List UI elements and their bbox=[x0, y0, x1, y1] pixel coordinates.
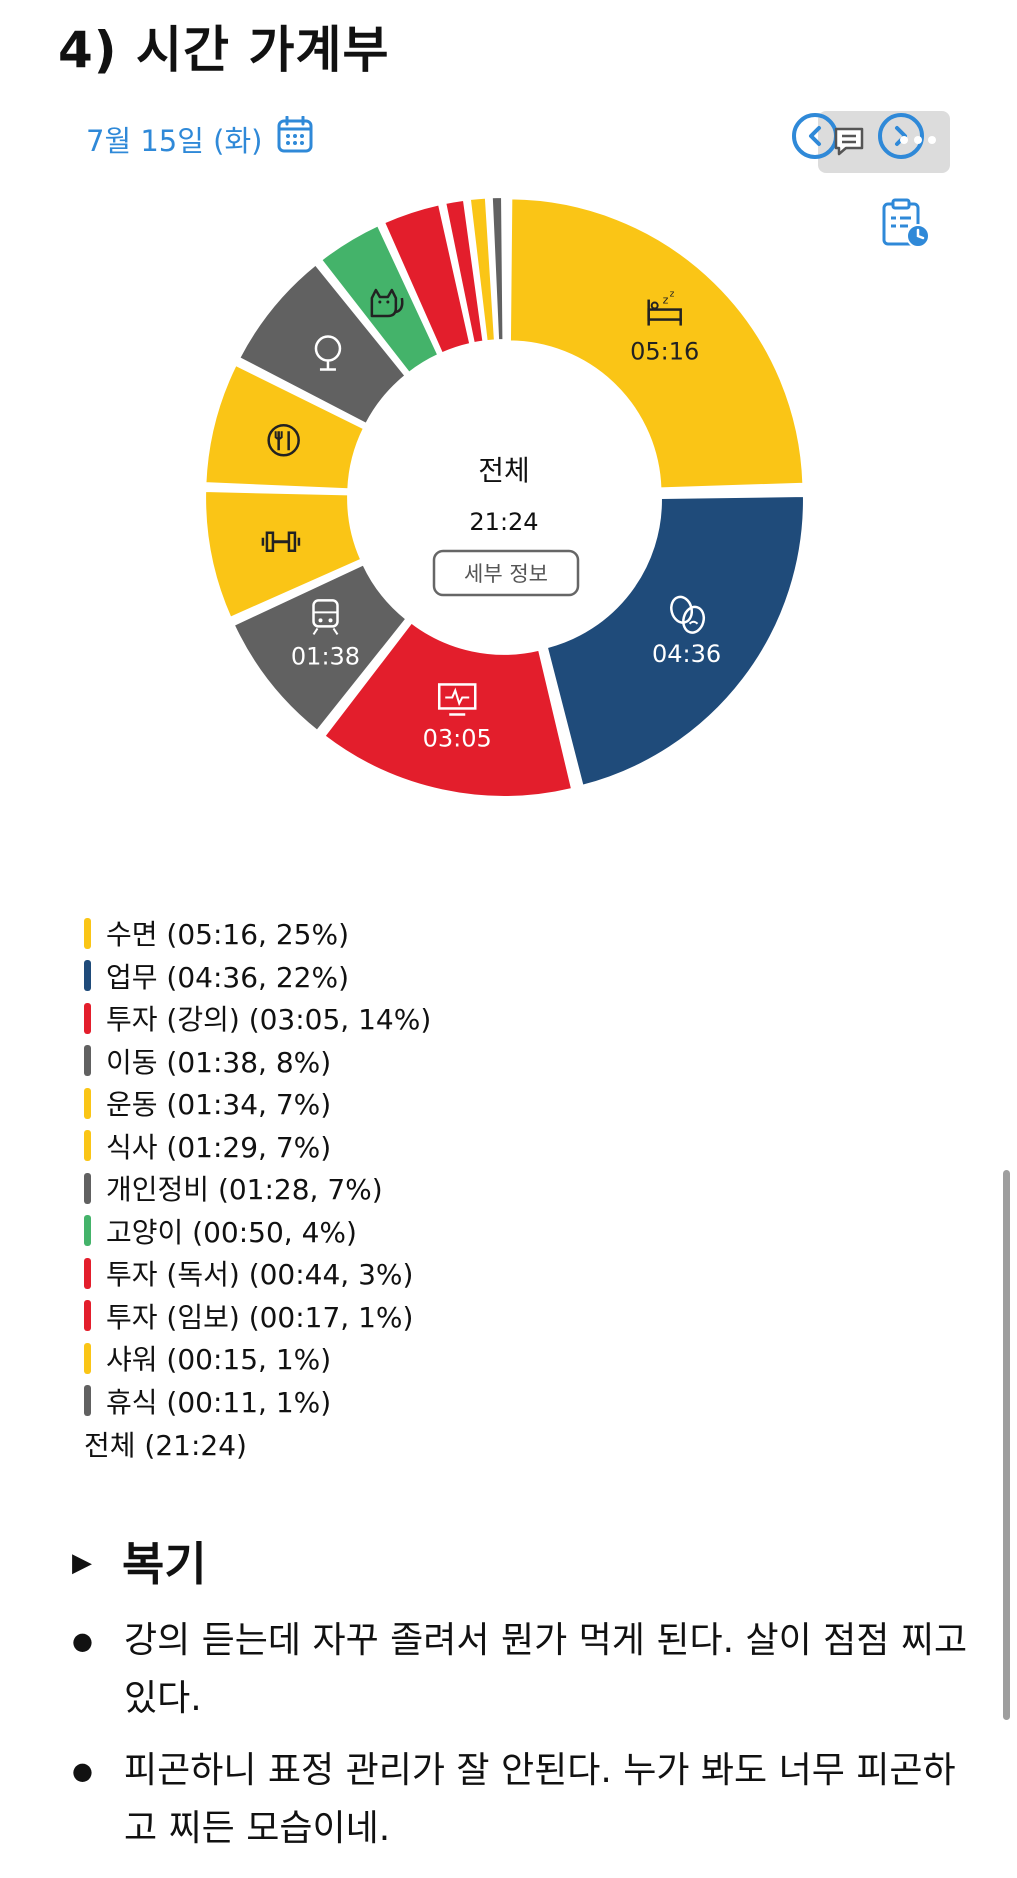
legend-label: 식사 (01:29, 7%) bbox=[106, 1130, 332, 1164]
donut-slice[interactable] bbox=[444, 198, 485, 345]
detail-info-label: 세부 정보 bbox=[464, 562, 548, 586]
legend-item: 샤워 (00:15, 1%) bbox=[84, 1337, 431, 1380]
legend-swatch bbox=[84, 1130, 91, 1162]
clipboard-clock-icon[interactable] bbox=[880, 198, 932, 250]
more-icon[interactable] bbox=[898, 134, 938, 146]
slice-time-label: 03:05 bbox=[423, 724, 492, 752]
legend-swatch bbox=[84, 1300, 91, 1332]
legend-item: 식사 (01:29, 7%) bbox=[84, 1125, 431, 1168]
donut-slice[interactable] bbox=[204, 490, 363, 619]
legend-item: 투자 (임보) (00:17, 1%) bbox=[84, 1295, 431, 1338]
legend-swatch bbox=[84, 917, 91, 949]
legend-swatch bbox=[84, 1257, 91, 1289]
time-donut-chart: z z 05:16 04:36 03:05 01:38 전체 21:24 세부 정보 bbox=[204, 196, 805, 798]
legend-swatch bbox=[84, 1215, 91, 1247]
date-label[interactable]: 7월 15일 (화) bbox=[86, 124, 263, 158]
page-title: 4) 시간 가계부 bbox=[58, 21, 390, 79]
recap-title: 복기 bbox=[122, 1537, 207, 1591]
donut-slice[interactable] bbox=[468, 196, 496, 343]
donut-slice[interactable] bbox=[204, 363, 366, 491]
legend-item: 투자 (독서) (00:44, 3%) bbox=[84, 1252, 431, 1295]
legend-item: 업무 (04:36, 22%) bbox=[84, 955, 431, 998]
legend-swatch bbox=[84, 960, 91, 992]
train-icon bbox=[312, 599, 339, 635]
legend-item: 고양이 (00:50, 4%) bbox=[84, 1210, 431, 1253]
legend-swatch bbox=[84, 1172, 91, 1204]
legend-swatch bbox=[84, 1045, 91, 1077]
legend-item: 휴식 (00:11, 1%) bbox=[84, 1380, 431, 1423]
legend-total: 전체 (21:24) bbox=[84, 1429, 247, 1462]
legend-item: 수면 (05:16, 25%) bbox=[84, 912, 431, 955]
legend-label: 휴식 (00:11, 1%) bbox=[106, 1385, 332, 1419]
monitor-icon bbox=[437, 683, 477, 716]
legend-item: 이동 (01:38, 8%) bbox=[84, 1040, 431, 1083]
dumbbell-icon bbox=[261, 531, 301, 552]
calendar-icon[interactable] bbox=[276, 116, 314, 154]
legend-label: 투자 (강의) (03:05, 14%) bbox=[106, 1003, 432, 1037]
legend-item: 투자 (강의) (03:05, 14%) bbox=[84, 997, 431, 1040]
legend-label: 투자 (독서) (00:44, 3%) bbox=[106, 1258, 414, 1292]
recap-toggle[interactable]: ▶ 복기 bbox=[72, 1528, 207, 1594]
legend-item: 운동 (01:34, 7%) bbox=[84, 1082, 431, 1125]
chevron-left-icon bbox=[809, 126, 821, 146]
slice-time-label: 01:38 bbox=[291, 642, 360, 670]
recap-list: ● 강의 듣는데 자꾸 졸려서 뭔가 먹게 된다. 살이 점점 찌고 있다. ●… bbox=[72, 1612, 972, 1872]
slice-time-label: 05:16 bbox=[630, 338, 699, 366]
legend-label: 샤워 (00:15, 1%) bbox=[106, 1343, 332, 1377]
donut-slice[interactable] bbox=[382, 203, 472, 355]
bullet-icon: ● bbox=[72, 1627, 93, 1655]
center-value: 21:24 bbox=[469, 508, 538, 536]
next-day-button[interactable] bbox=[878, 113, 924, 159]
legend-label: 개인정비 (01:28, 7%) bbox=[106, 1173, 383, 1207]
theater-masks-icon bbox=[670, 595, 706, 634]
comment-icon[interactable] bbox=[832, 124, 866, 158]
svg-text:z: z bbox=[663, 294, 669, 307]
donut-slice[interactable] bbox=[232, 563, 408, 733]
svg-text:z: z bbox=[670, 290, 675, 300]
legend-label: 운동 (01:34, 7%) bbox=[106, 1088, 332, 1122]
list-item: ● 피곤하니 표정 관리가 잘 안된다. 누가 봐도 너무 피곤하고 찌든 모습… bbox=[72, 1742, 972, 1858]
legend: 수면 (05:16, 25%) 업무 (04:36, 22%) 투자 (강의) (0… bbox=[84, 912, 431, 1466]
legend-item: 개인정비 (01:28, 7%) bbox=[84, 1167, 431, 1210]
bullet-icon: ● bbox=[72, 1757, 93, 1785]
legend-swatch bbox=[84, 1002, 91, 1034]
legend-label: 업무 (04:36, 22%) bbox=[106, 960, 349, 994]
donut-slice[interactable] bbox=[319, 223, 440, 375]
recap-text: 피곤하니 표정 관리가 잘 안된다. 누가 봐도 너무 피곤하고 찌든 모습이네… bbox=[124, 1750, 956, 1849]
legend-swatch bbox=[84, 1087, 91, 1119]
list-item: ● 강의 듣는데 자꾸 졸려서 뭔가 먹게 된다. 살이 점점 찌고 있다. bbox=[72, 1612, 972, 1728]
mirror-icon bbox=[314, 335, 342, 371]
donut-slice[interactable] bbox=[237, 263, 407, 426]
donut-slice[interactable] bbox=[490, 196, 505, 342]
legend-label: 이동 (01:38, 8%) bbox=[106, 1045, 332, 1079]
slice-time-label: 04:36 bbox=[652, 640, 721, 668]
legend-label: 고양이 (00:50, 4%) bbox=[106, 1215, 357, 1249]
legend-label: 투자 (임보) (00:17, 1%) bbox=[106, 1300, 414, 1334]
legend-label: 수면 (05:16, 25%) bbox=[106, 918, 349, 952]
legend-swatch bbox=[84, 1342, 91, 1374]
center-label: 전체 bbox=[478, 454, 530, 487]
detail-info-button[interactable]: 세부 정보 bbox=[432, 549, 580, 597]
chevron-right-icon bbox=[895, 126, 907, 146]
cat-icon bbox=[370, 288, 404, 318]
utensils-icon bbox=[267, 424, 300, 457]
disclosure-triangle-icon: ▶ bbox=[72, 1548, 92, 1578]
recap-text: 강의 듣는데 자꾸 졸려서 뭔가 먹게 된다. 살이 점점 찌고 있다. bbox=[124, 1620, 968, 1719]
scrollbar[interactable] bbox=[1003, 1170, 1010, 1720]
donut-slice[interactable] bbox=[508, 197, 805, 490]
donut-slice[interactable] bbox=[323, 621, 574, 798]
donut-slice[interactable] bbox=[545, 494, 805, 787]
legend-swatch bbox=[84, 1385, 91, 1417]
